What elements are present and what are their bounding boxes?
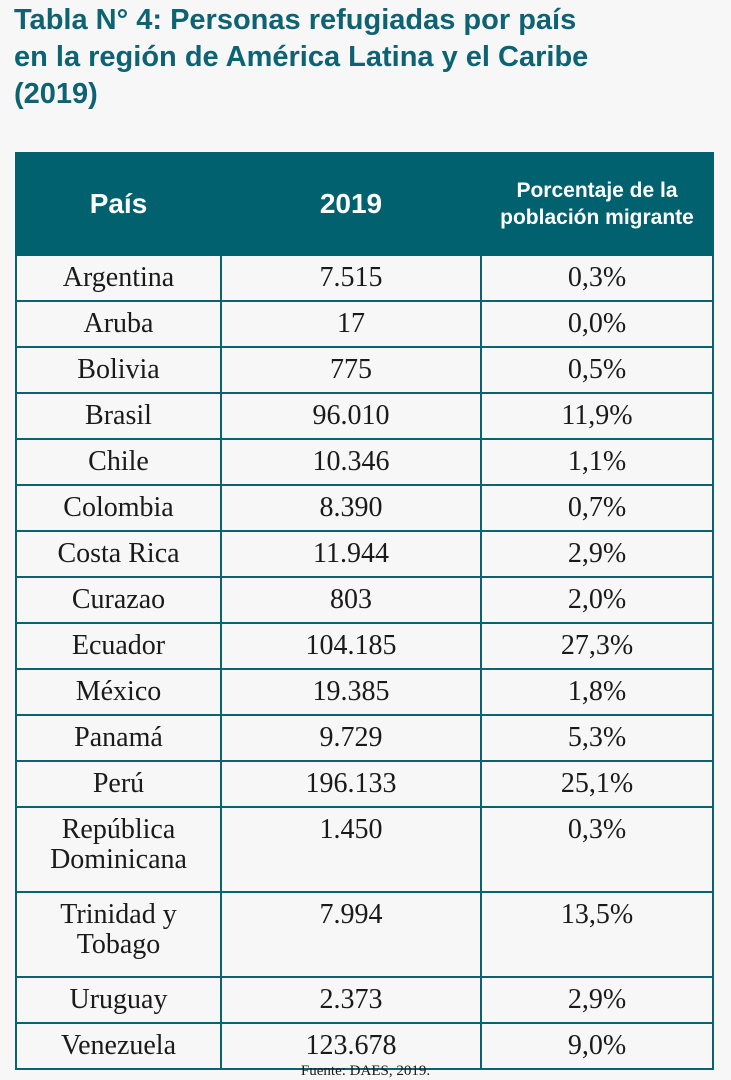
- table-row: Trinidad y Tobago 7.994 13,5%: [15, 891, 714, 978]
- cell-country: Costa Rica: [15, 530, 222, 578]
- cell-percent: 0,3%: [480, 806, 714, 893]
- cell-percent: 5,3%: [480, 714, 714, 762]
- cell-country: Venezuela: [15, 1022, 222, 1070]
- cell-percent: 27,3%: [480, 622, 714, 670]
- table-row: México 19.385 1,8%: [15, 668, 714, 716]
- cell-percent: 9,0%: [480, 1022, 714, 1070]
- table-row: Ecuador 104.185 27,3%: [15, 622, 714, 670]
- cell-value: 96.010: [220, 392, 482, 440]
- table-row: Venezuela 123.678 9,0%: [15, 1022, 714, 1070]
- title-line-1: Tabla N° 4: Personas refugiadas por país: [14, 4, 577, 36]
- cell-country: Trinidad y Tobago: [15, 891, 222, 978]
- table-row: Curazao 803 2,0%: [15, 576, 714, 624]
- cell-country: República Dominicana: [15, 806, 222, 893]
- cell-value: 8.390: [220, 484, 482, 532]
- cell-value: 803: [220, 576, 482, 624]
- cell-value: 104.185: [220, 622, 482, 670]
- cell-country: Brasil: [15, 392, 222, 440]
- table-row: Costa Rica 11.944 2,9%: [15, 530, 714, 578]
- cell-percent: 2,9%: [480, 976, 714, 1024]
- header-percent: Porcentaje de la población migrante: [480, 152, 714, 256]
- cell-country: México: [15, 668, 222, 716]
- table-row: Uruguay 2.373 2,9%: [15, 976, 714, 1024]
- table-row: Panamá 9.729 5,3%: [15, 714, 714, 762]
- table-body: Argentina 7.515 0,3% Aruba 17 0,0% Bolivia 775 0…: [15, 254, 714, 1070]
- cell-value: 775: [220, 346, 482, 394]
- cell-percent: 0,5%: [480, 346, 714, 394]
- header-country: País: [15, 152, 222, 256]
- cell-value: 123.678: [220, 1022, 482, 1070]
- cell-country: Bolivia: [15, 346, 222, 394]
- cell-percent: 2,9%: [480, 530, 714, 578]
- cell-value: 196.133: [220, 760, 482, 808]
- cell-country: Aruba: [15, 300, 222, 348]
- table-row: Chile 10.346 1,1%: [15, 438, 714, 486]
- cell-country: Perú: [15, 760, 222, 808]
- title-line-3: (2019): [14, 78, 98, 110]
- cell-percent: 11,9%: [480, 392, 714, 440]
- cell-country: Argentina: [15, 254, 222, 302]
- table-row: Bolivia 775 0,5%: [15, 346, 714, 394]
- cell-percent: 1,8%: [480, 668, 714, 716]
- cell-country: Colombia: [15, 484, 222, 532]
- cell-percent: 2,0%: [480, 576, 714, 624]
- cell-country: Ecuador: [15, 622, 222, 670]
- table-row: Argentina 7.515 0,3%: [15, 254, 714, 302]
- cell-value: 7.994: [220, 891, 482, 978]
- table-row: Aruba 17 0,0%: [15, 300, 714, 348]
- cell-percent: 13,5%: [480, 891, 714, 978]
- cell-value: 7.515: [220, 254, 482, 302]
- title-line-2: en la región de América Latina y el Cari…: [14, 41, 589, 73]
- cell-value: 11.944: [220, 530, 482, 578]
- cell-value: 2.373: [220, 976, 482, 1024]
- cell-value: 9.729: [220, 714, 482, 762]
- source-note: Fuente: DAES, 2019.: [300, 1063, 431, 1079]
- cell-value: 17: [220, 300, 482, 348]
- refugees-table: País 2019 Porcentaje de la población mig…: [15, 152, 714, 1070]
- cell-percent: 0,3%: [480, 254, 714, 302]
- header-year: 2019: [220, 152, 482, 256]
- cell-country: Panamá: [15, 714, 222, 762]
- cell-percent: 0,0%: [480, 300, 714, 348]
- cell-percent: 0,7%: [480, 484, 714, 532]
- table-row: Perú 196.133 25,1%: [15, 760, 714, 808]
- cell-country: Curazao: [15, 576, 222, 624]
- cell-value: 19.385: [220, 668, 482, 716]
- table-row: República Dominicana 1.450 0,3%: [15, 806, 714, 893]
- cell-value: 1.450: [220, 806, 482, 893]
- cell-country: Uruguay: [15, 976, 222, 1024]
- cell-percent: 25,1%: [480, 760, 714, 808]
- table-header: País 2019 Porcentaje de la población mig…: [15, 152, 714, 256]
- table-row: Colombia 8.390 0,7%: [15, 484, 714, 532]
- page-title: Tabla N° 4: Personas refugiadas por país…: [14, 2, 719, 113]
- cell-percent: 1,1%: [480, 438, 714, 486]
- cell-country: Chile: [15, 438, 222, 486]
- table-row: Brasil 96.010 11,9%: [15, 392, 714, 440]
- cell-value: 10.346: [220, 438, 482, 486]
